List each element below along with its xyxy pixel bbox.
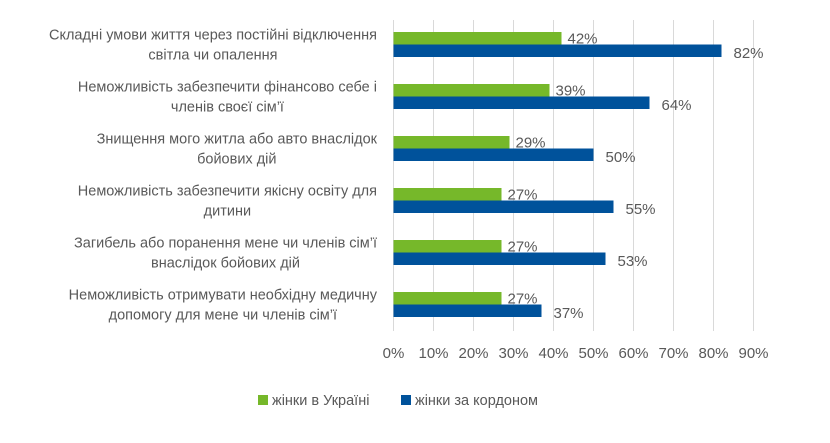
category-label: Неможливість отримувати необхідну медичн…	[69, 288, 378, 304]
legend-swatch	[401, 395, 411, 405]
data-label: 53%	[618, 253, 648, 270]
legend-label: жінки в Україні	[272, 393, 369, 409]
bar-abroad	[393, 200, 614, 213]
data-label: 39%	[556, 82, 586, 99]
data-label: 29%	[516, 134, 546, 151]
category-label: допомогу для мене чи членів сім’ї	[109, 308, 337, 324]
bar-abroad	[393, 44, 722, 57]
category-label: бойових дій	[197, 152, 276, 168]
category-label: дитини	[204, 204, 251, 220]
bar-ukraine	[393, 136, 510, 149]
category-label: Знищення мого житла або авто внаслідок	[97, 132, 378, 148]
x-tick-label: 40%	[538, 345, 568, 362]
legend-swatch	[258, 395, 268, 405]
bar-ukraine	[393, 188, 502, 201]
x-tick-label: 10%	[418, 345, 448, 362]
bar-ukraine	[393, 84, 550, 97]
legend-label: жінки за кордоном	[415, 393, 538, 409]
x-tick-label: 80%	[698, 345, 728, 362]
bar-ukraine	[393, 292, 502, 305]
bar-ukraine	[393, 240, 502, 253]
bar-abroad	[393, 148, 594, 161]
bar-abroad	[393, 304, 542, 317]
data-label: 27%	[508, 186, 538, 203]
category-label: Неможливість забезпечити якісну освіту д…	[78, 184, 377, 200]
bar-abroad	[393, 96, 650, 109]
x-tick-label: 90%	[738, 345, 768, 362]
category-label: Складні умови життя через постійні відкл…	[49, 28, 377, 44]
bar-abroad	[393, 252, 606, 265]
data-label: 50%	[606, 149, 636, 166]
category-label: Загибель або поранення мене чи членів сі…	[74, 236, 377, 252]
x-tick-label: 70%	[658, 345, 688, 362]
category-label: світла чи опалення	[148, 48, 277, 64]
data-label: 37%	[554, 305, 584, 322]
category-label: Неможливість забезпечити фінансово себе …	[78, 80, 377, 96]
x-tick-label: 0%	[383, 345, 405, 362]
data-label: 42%	[568, 30, 598, 47]
data-label: 27%	[508, 290, 538, 307]
data-label: 27%	[508, 238, 538, 255]
x-tick-label: 20%	[458, 345, 488, 362]
x-tick-label: 60%	[618, 345, 648, 362]
bar-ukraine	[393, 32, 562, 45]
x-tick-label: 50%	[578, 345, 608, 362]
category-label: внаслідок бойових дій	[151, 256, 300, 272]
x-tick-label: 30%	[498, 345, 528, 362]
data-label: 82%	[734, 45, 764, 62]
data-label: 64%	[662, 97, 692, 114]
category-label: членів своєї сім’ї	[171, 100, 284, 116]
data-label: 55%	[626, 201, 656, 218]
